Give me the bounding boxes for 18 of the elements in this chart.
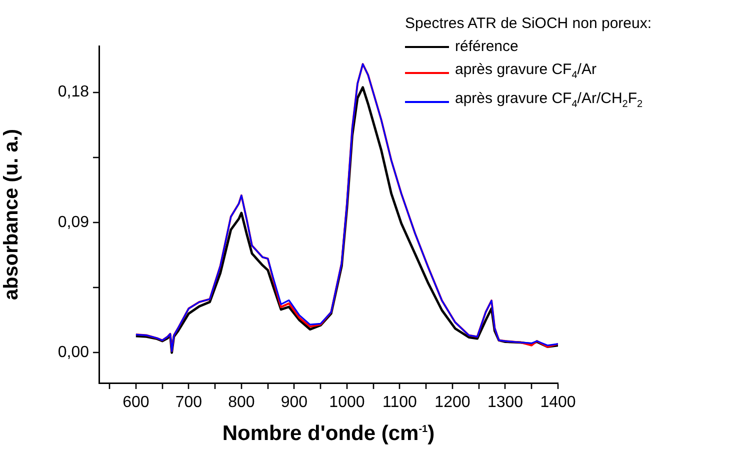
x-tick-label: 1300 bbox=[487, 394, 524, 412]
legend-label: référence bbox=[455, 37, 518, 57]
y-tick-label: 0,18 bbox=[58, 84, 90, 101]
x-tick-label: 800 bbox=[228, 394, 255, 412]
y-tick-label: 0,09 bbox=[58, 214, 90, 231]
legend-title: Spectres ATR de SiOCH non poreux: bbox=[405, 14, 652, 34]
x-tick-label: 1200 bbox=[434, 394, 470, 412]
x-tick-label: 600 bbox=[122, 394, 150, 412]
x-tick-label: 900 bbox=[280, 394, 308, 412]
x-tick-label: 700 bbox=[175, 394, 202, 412]
x-axis-title: Nombre d'onde (cm$^{-1}$) bbox=[221, 422, 436, 446]
y-axis-title: absorbance (u. a.) bbox=[0, 128, 23, 300]
x-tick-label: 1000 bbox=[329, 394, 365, 412]
legend-label: après gravure CF$_{4}$/Ar/CH$_{2}$F$_{2}$ bbox=[455, 89, 643, 112]
y-tick-label: 0,00 bbox=[58, 344, 90, 362]
x-tick-label: 1400 bbox=[540, 394, 576, 412]
x-tick-label: 1100 bbox=[382, 394, 418, 412]
legend-label: après gravure CF$_{4}$/Ar bbox=[455, 60, 596, 83]
